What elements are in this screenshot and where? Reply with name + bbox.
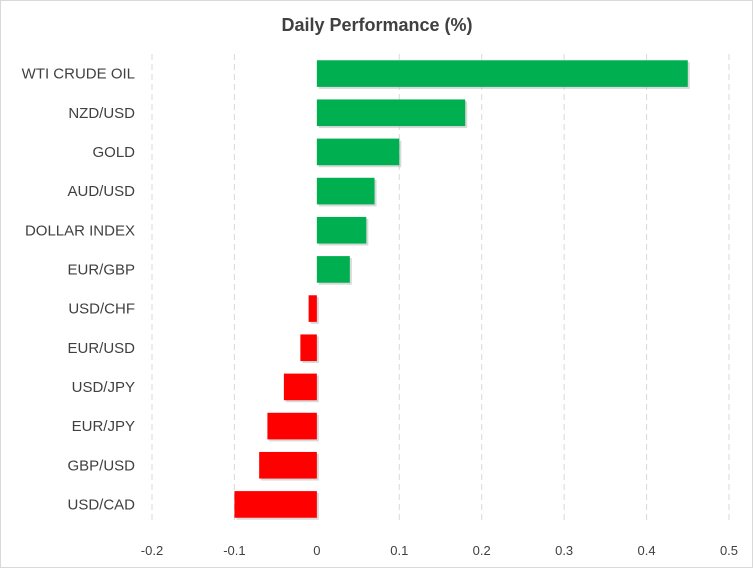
x-tick-label: 0.5 bbox=[720, 543, 738, 558]
bar bbox=[283, 373, 317, 401]
x-tick-label: -0.2 bbox=[141, 543, 163, 558]
bar bbox=[308, 295, 317, 322]
category-label: USD/CHF bbox=[68, 301, 135, 318]
x-axis-tick-labels: -0.2 -0.1 0 0.1 0.2 0.3 0.4 0.5 bbox=[141, 543, 738, 558]
x-tick-label: 0 bbox=[313, 543, 320, 558]
category-label: WTI CRUDE OIL bbox=[22, 66, 135, 83]
category-label: AUD/USD bbox=[67, 183, 135, 200]
bar bbox=[316, 60, 688, 87]
category-label: NZD/USD bbox=[68, 105, 135, 122]
bar bbox=[316, 177, 375, 205]
bar bbox=[316, 216, 367, 244]
x-tick-label: 0.2 bbox=[473, 543, 491, 558]
bars bbox=[234, 60, 690, 520]
category-label: GOLD bbox=[92, 144, 135, 161]
category-label: EUR/GBP bbox=[67, 261, 135, 278]
category-labels: WTI CRUDE OIL NZD/USD GOLD AUD/USD DOLLAR IN… bbox=[22, 66, 136, 514]
category-label: EUR/JPY bbox=[72, 418, 135, 435]
category-label: DOLLAR INDEX bbox=[25, 222, 135, 239]
chart-title: Daily Performance (%) bbox=[281, 15, 472, 35]
category-label: EUR/USD bbox=[67, 340, 135, 357]
bar bbox=[300, 334, 317, 362]
bar bbox=[316, 99, 466, 127]
bar bbox=[316, 256, 350, 283]
bar bbox=[267, 412, 317, 440]
x-tick-label: 0.3 bbox=[555, 543, 573, 558]
grid-lines bbox=[151, 54, 730, 524]
category-label: USD/JPY bbox=[72, 379, 135, 396]
category-label: GBP/USD bbox=[67, 457, 135, 474]
x-tick-label: -0.1 bbox=[223, 543, 245, 558]
x-tick-label: 0.1 bbox=[390, 543, 408, 558]
bar bbox=[259, 451, 317, 479]
bar bbox=[234, 491, 317, 518]
bar bbox=[316, 138, 400, 166]
category-label: USD/CAD bbox=[67, 496, 135, 513]
x-tick-label: 0.4 bbox=[638, 543, 656, 558]
